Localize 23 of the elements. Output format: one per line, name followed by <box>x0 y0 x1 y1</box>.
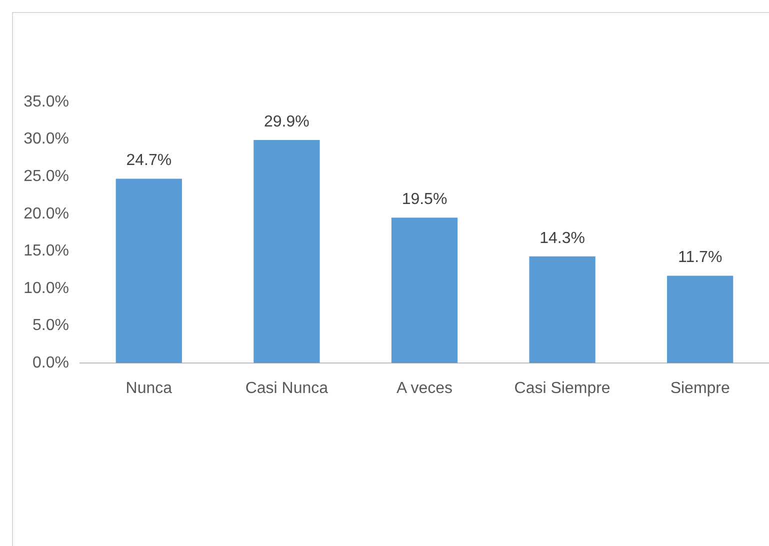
data-label: 24.7% <box>126 152 172 170</box>
y-tick-label: 15.0% <box>24 242 69 260</box>
x-tick-label: Casi Siempre <box>514 380 610 398</box>
x-tick-label: A veces <box>396 380 453 398</box>
y-tick-label: 30.0% <box>24 130 69 148</box>
bar <box>254 140 320 363</box>
data-label: 14.3% <box>540 230 585 247</box>
y-tick-label: 0.0% <box>32 354 69 372</box>
data-label: 11.7% <box>678 249 722 266</box>
data-label: 29.9% <box>264 113 310 130</box>
x-tick-label: Nunca <box>126 380 172 398</box>
bar <box>529 256 596 363</box>
bar <box>116 178 182 363</box>
data-label: 19.5% <box>402 190 448 208</box>
y-tick-label: 20.0% <box>24 205 69 222</box>
y-tick-label: 10.0% <box>24 280 69 297</box>
y-tick-label: 35.0% <box>24 93 69 110</box>
y-tick-label: 5.0% <box>32 317 69 334</box>
bar <box>391 218 458 363</box>
x-tick-label: Siempre <box>670 380 730 398</box>
x-tick-label: Casi Nunca <box>245 380 328 398</box>
y-tick-label: 25.0% <box>24 168 69 185</box>
bar <box>667 276 734 363</box>
